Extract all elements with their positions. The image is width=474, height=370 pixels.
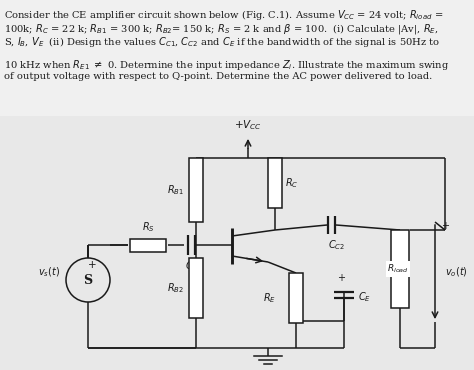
Bar	[289, 273, 303, 323]
Bar	[268, 158, 282, 208]
Bar	[0, 116, 474, 370]
Text: $+$: $+$	[87, 259, 97, 269]
Text: $+V_{CC}$: $+V_{CC}$	[234, 118, 262, 132]
Bar	[130, 239, 166, 252]
Text: Consider the CE amplifier circuit shown below (Fig. C.1). Assume $V_{CC}$ = 24 v: Consider the CE amplifier circuit shown …	[4, 8, 443, 22]
Text: $+$: $+$	[441, 220, 450, 231]
Bar	[391, 230, 409, 308]
Text: 100k; $R_C$ = 22 k; $R_{B1}$ = 300 k; $R_{B2}$= 150 k; $R_S$ = 2 k and $\beta$ =: 100k; $R_C$ = 22 k; $R_{B1}$ = 300 k; $R…	[4, 21, 439, 36]
Bar	[0, 0, 474, 116]
Bar	[189, 258, 203, 318]
Text: $C_{C1}$: $C_{C1}$	[185, 259, 202, 273]
Bar	[189, 158, 203, 222]
Text: $C_E$: $C_E$	[358, 290, 371, 304]
Text: $v_o(t)$: $v_o(t)$	[445, 265, 468, 279]
Text: of output voltage with respect to Q-point. Determine the AC power delivered to l: of output voltage with respect to Q-poin…	[4, 72, 432, 81]
Text: S, $I_B$, $V_E$  (ii) Design the values $C_{C1}$, $C_{C2}$ and $C_E$ if the band: S, $I_B$, $V_E$ (ii) Design the values $…	[4, 35, 440, 49]
Text: $R_{B2}$: $R_{B2}$	[167, 281, 184, 295]
Text: $R_S$: $R_S$	[142, 220, 155, 234]
Text: S: S	[83, 273, 92, 286]
Text: $R_{B1}$: $R_{B1}$	[167, 183, 184, 197]
Text: $R_{load}$: $R_{load}$	[387, 263, 409, 275]
Text: 10 kHz when $R_{E1}$ $\neq$ 0. Determine the input impedance $Z_i$. Illustrate t: 10 kHz when $R_{E1}$ $\neq$ 0. Determine…	[4, 58, 449, 73]
Text: $R_C$: $R_C$	[285, 176, 299, 190]
Text: $+$: $+$	[337, 272, 346, 283]
Text: $C_{C2}$: $C_{C2}$	[328, 238, 346, 252]
Text: $R_E$: $R_E$	[263, 291, 276, 305]
Text: $v_s(t)$: $v_s(t)$	[38, 265, 60, 279]
